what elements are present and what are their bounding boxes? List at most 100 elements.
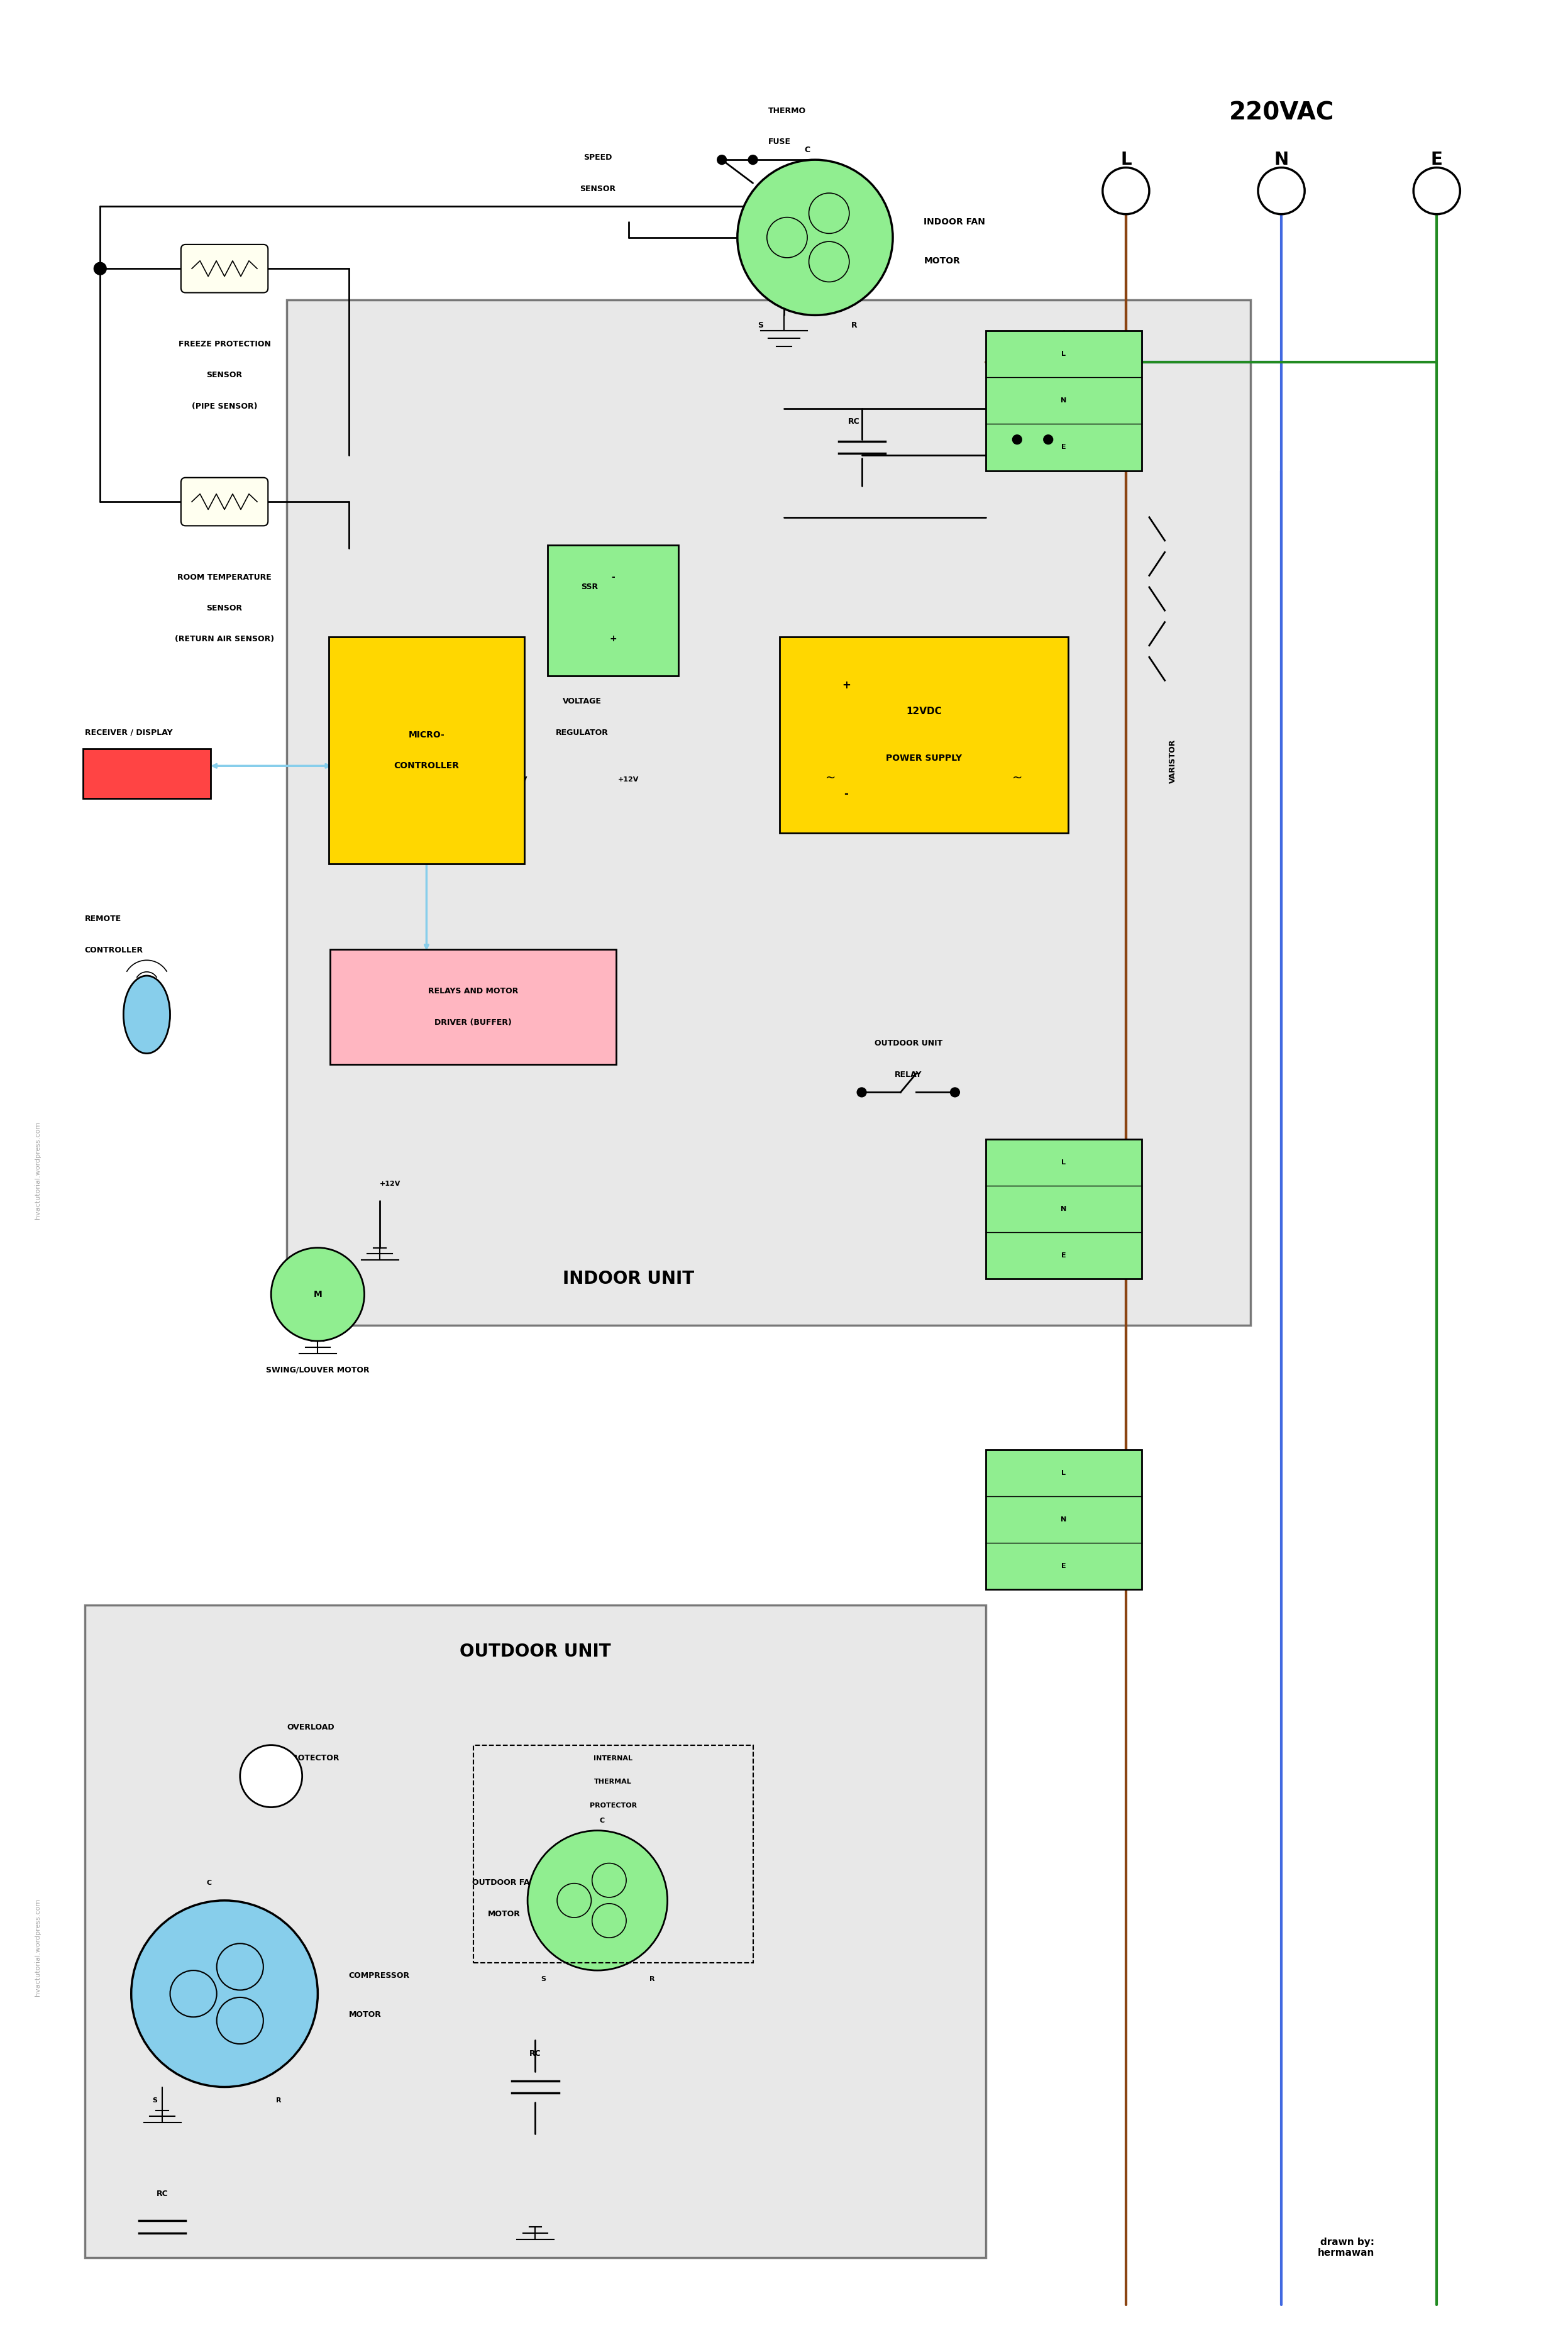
FancyBboxPatch shape [986,330,1142,470]
Circle shape [1013,435,1022,445]
Text: MOTOR: MOTOR [488,1909,521,1919]
FancyBboxPatch shape [986,1451,1142,1589]
Text: MOTOR: MOTOR [348,2010,381,2019]
Text: R: R [851,321,858,330]
Text: +5V: +5V [511,777,528,782]
Text: L: L [1062,1158,1066,1165]
Circle shape [950,1088,960,1097]
Circle shape [858,1088,867,1097]
Text: S: S [757,321,764,330]
Text: drawn by:
hermawan: drawn by: hermawan [1317,2237,1375,2258]
Text: THERMAL: THERMAL [594,1778,632,1785]
Text: N: N [1062,398,1066,405]
Text: CONTROLLER: CONTROLLER [394,760,459,770]
Text: OUTDOOR FAN: OUTDOOR FAN [472,1879,536,1886]
Circle shape [1102,168,1149,215]
Text: R: R [649,1977,654,1982]
Circle shape [767,218,808,257]
Text: L: L [1062,1470,1066,1477]
Circle shape [216,1945,263,1989]
Circle shape [593,1902,626,1938]
Text: SSR: SSR [582,583,599,592]
Text: ROOM TEMPERATURE: ROOM TEMPERATURE [177,573,271,580]
Text: PROTECTOR: PROTECTOR [287,1755,340,1762]
Text: VOLTAGE: VOLTAGE [563,697,602,707]
Circle shape [809,241,850,281]
Text: FREEZE PROTECTION: FREEZE PROTECTION [179,339,271,349]
Text: S: S [152,2097,157,2104]
Text: +12V: +12V [379,1179,401,1186]
Circle shape [94,262,107,274]
Circle shape [717,154,726,164]
Text: SENSOR: SENSOR [207,372,243,379]
Text: 12VDC: 12VDC [906,707,942,716]
Text: E: E [1062,1252,1066,1259]
Text: RC: RC [530,2050,541,2057]
FancyBboxPatch shape [329,636,524,863]
Text: N: N [1275,152,1289,168]
Circle shape [527,1830,668,1970]
Circle shape [1258,168,1305,215]
Text: N: N [1062,1205,1066,1212]
FancyBboxPatch shape [180,243,268,292]
Circle shape [737,159,892,316]
Text: CONTROLLER: CONTROLLER [85,945,143,955]
FancyBboxPatch shape [986,1140,1142,1278]
Circle shape [132,1900,318,2087]
Text: INDOOR FAN: INDOOR FAN [924,218,985,227]
Text: +: + [842,679,850,690]
Text: SENSOR: SENSOR [207,604,243,613]
Text: N: N [1062,1516,1066,1523]
Text: RC: RC [848,419,859,426]
Text: L: L [1121,152,1132,168]
FancyBboxPatch shape [779,636,1068,833]
Text: E: E [1062,445,1066,452]
Circle shape [809,194,850,234]
Text: R: R [276,2097,282,2104]
Text: ~: ~ [825,772,836,784]
Circle shape [593,1863,626,1898]
Text: PROTECTOR: PROTECTOR [590,1802,637,1809]
Text: DRIVER (BUFFER): DRIVER (BUFFER) [434,1018,511,1027]
Circle shape [557,1884,591,1916]
FancyBboxPatch shape [83,749,210,798]
Text: SWING/LOUVER MOTOR: SWING/LOUVER MOTOR [267,1367,370,1374]
Circle shape [216,1998,263,2043]
FancyBboxPatch shape [287,300,1250,1324]
Text: OUTDOOR UNIT: OUTDOOR UNIT [875,1039,942,1048]
Text: C: C [804,145,811,154]
Text: C: C [207,1879,212,1886]
Text: THERMO: THERMO [768,108,806,115]
Ellipse shape [124,976,169,1053]
Text: 220VAC: 220VAC [1229,101,1334,124]
Circle shape [748,154,757,164]
Circle shape [169,1970,216,2017]
Text: +12V: +12V [618,777,640,782]
Text: (PIPE SENSOR): (PIPE SENSOR) [191,402,257,410]
Text: ~: ~ [1011,772,1022,784]
Text: INTERNAL: INTERNAL [594,1755,632,1762]
Text: MOTOR: MOTOR [924,257,960,264]
Text: SENSOR: SENSOR [580,185,616,192]
FancyBboxPatch shape [180,477,268,526]
Circle shape [240,1746,303,1806]
Circle shape [1044,435,1052,445]
Text: L: L [1062,351,1066,358]
Text: POWER SUPPLY: POWER SUPPLY [886,753,961,763]
Text: hvactutorial.wordpress.com: hvactutorial.wordpress.com [34,1898,41,1996]
Text: RC: RC [157,2190,168,2197]
Text: +: + [610,634,616,644]
Text: COMPRESSOR: COMPRESSOR [348,1973,409,1980]
Text: SPEED: SPEED [583,154,612,161]
Text: FUSE: FUSE [768,138,792,145]
FancyBboxPatch shape [547,545,679,676]
Text: RECEIVER / DISPLAY: RECEIVER / DISPLAY [85,728,172,737]
Text: OUTDOOR UNIT: OUTDOOR UNIT [459,1643,612,1661]
FancyBboxPatch shape [85,1605,986,2258]
Text: MICRO-: MICRO- [408,730,445,739]
Circle shape [1413,168,1460,215]
Text: -: - [612,573,615,580]
Text: VARISTOR: VARISTOR [1168,739,1176,784]
Text: INDOOR UNIT: INDOOR UNIT [563,1271,695,1287]
Text: E: E [1062,1563,1066,1570]
